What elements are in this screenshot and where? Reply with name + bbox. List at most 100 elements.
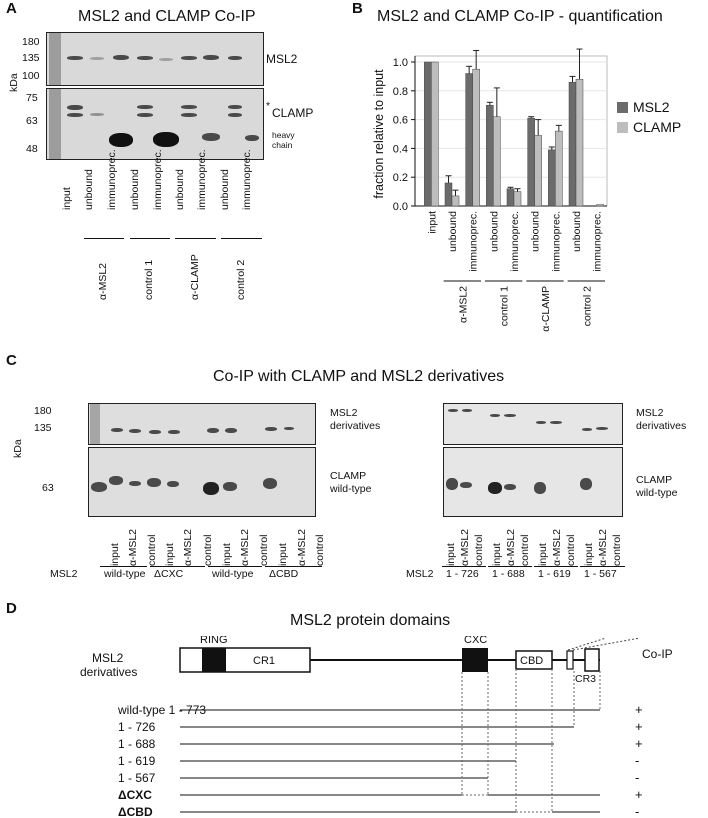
bar — [431, 61, 439, 207]
band — [181, 105, 197, 109]
domain-label: CR1 — [253, 655, 275, 667]
legend-swatch — [617, 102, 628, 113]
group-line — [100, 566, 147, 567]
bar — [451, 195, 460, 207]
marker-c-180: 180 — [34, 405, 52, 417]
band — [504, 484, 516, 490]
lane-label: input — [583, 543, 595, 566]
label-c-msl2-derivatives: MSL2 derivatives — [330, 407, 381, 432]
marker-48: 48 — [26, 143, 38, 155]
panel-d-title: MSL2 protein domains — [290, 612, 451, 629]
group-label: α-MSL2 — [457, 286, 469, 323]
coip-result: + — [635, 736, 643, 751]
y-tick-label: 0.2 — [393, 172, 408, 184]
group-label: control 2 — [581, 286, 593, 326]
group-label: wild-type — [212, 568, 254, 580]
ring-box — [202, 648, 226, 672]
band — [129, 481, 141, 486]
construct-label: 1 - 619 — [118, 754, 156, 768]
band — [67, 56, 83, 60]
marker-75: 75 — [26, 92, 38, 104]
group-line — [488, 566, 532, 567]
band — [90, 113, 104, 116]
bar — [444, 182, 453, 207]
bar — [424, 61, 432, 207]
band — [91, 482, 107, 492]
lane-label: α-MSL2 — [296, 529, 308, 566]
domain-label: RING — [200, 636, 228, 646]
bar — [465, 73, 473, 207]
coip-result: - — [635, 770, 639, 785]
band — [446, 478, 458, 490]
band — [284, 427, 294, 430]
coip-header: Co-IP — [642, 647, 673, 661]
coip-result: - — [635, 753, 639, 768]
band — [167, 481, 179, 487]
band — [109, 133, 133, 147]
x-tick-label: unbound — [447, 211, 459, 252]
cr3-box — [584, 648, 600, 672]
y-tick-label: 0.8 — [393, 86, 408, 98]
band — [153, 132, 179, 147]
bar — [568, 81, 577, 207]
lane-label: unbound — [129, 169, 141, 210]
bar — [506, 188, 515, 207]
panel-c-title: Co-IP with CLAMP and MSL2 derivatives — [213, 368, 505, 385]
cr1-box — [179, 647, 311, 673]
band — [149, 430, 161, 434]
group-line — [534, 566, 578, 567]
band — [223, 482, 237, 491]
lane-label: control — [611, 534, 623, 566]
lane-label: input — [537, 543, 549, 566]
band — [203, 482, 219, 495]
label-c-right-msl2-derivatives: MSL2 derivatives — [636, 407, 687, 432]
band — [460, 482, 472, 488]
group-label: 1 - 567 — [584, 568, 617, 580]
bar — [486, 104, 494, 207]
group-label: control 1 — [143, 259, 155, 300]
group-label: 1 - 726 — [446, 568, 479, 580]
band — [137, 105, 153, 109]
band — [228, 105, 242, 109]
construct-label: 1 - 688 — [118, 737, 156, 751]
group-label: 1 - 619 — [538, 568, 571, 580]
label-heavy-chain: heavy chain — [272, 130, 295, 150]
group-label: ΔCXC — [154, 568, 184, 580]
band — [263, 478, 277, 489]
band — [207, 428, 219, 433]
cbd-box — [515, 650, 553, 670]
domain-label: CR3 — [575, 673, 596, 685]
lane-label: control — [519, 534, 531, 566]
lane-label: α-MSL2 — [505, 529, 517, 566]
y-tick-label: 0.0 — [393, 201, 408, 213]
gel-c-right-bottom — [443, 447, 623, 517]
band — [129, 429, 141, 433]
ladder-lane — [49, 89, 61, 159]
band — [90, 57, 104, 60]
label-c-clamp-wildtype: CLAMP wild-type — [330, 470, 372, 495]
group-label: 1 - 688 — [492, 568, 525, 580]
lane-label: α-MSL2 — [127, 529, 139, 566]
gel-a-top — [46, 32, 264, 86]
bar — [548, 149, 556, 207]
bar — [555, 130, 563, 207]
lane-label: α-MSL2 — [597, 529, 609, 566]
group-label: α-CLAMP — [540, 286, 552, 332]
group-label: α-CLAMP — [188, 254, 201, 300]
x-tick-label: immunoprec. — [550, 211, 562, 272]
band — [159, 58, 173, 61]
label-c-right-clamp-wildtype: CLAMP wild-type — [636, 474, 678, 499]
legend-swatch — [617, 122, 628, 133]
construct-label: 1 - 726 — [118, 720, 156, 734]
lane-label: input — [491, 543, 503, 566]
lane-label: immunoprec. — [196, 149, 208, 210]
construct-label: wild-type 1 - 773 — [117, 703, 206, 717]
lane-label: input — [61, 187, 73, 210]
x-tick-label: immunoprec. — [592, 211, 604, 272]
band — [245, 135, 259, 141]
row-label: MSL2 — [92, 651, 124, 665]
gel-c-right-top — [443, 403, 623, 445]
lane-label: α-MSL2 — [182, 529, 194, 566]
y-tick-label: 1.0 — [393, 57, 408, 69]
panel-b-title: MSL2 and CLAMP Co-IP - quantification — [377, 8, 663, 25]
